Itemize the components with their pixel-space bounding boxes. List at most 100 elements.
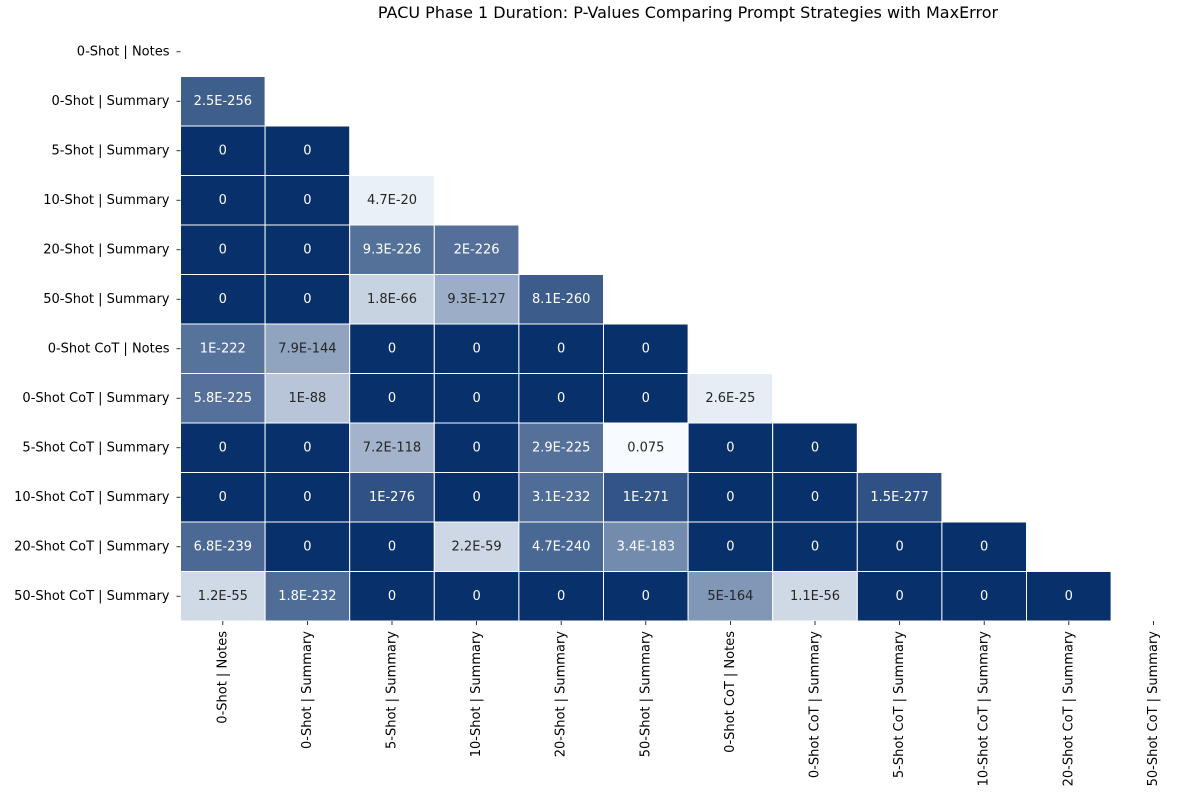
heatmap-cell [433, 274, 520, 325]
x-tick-label: 20-Shot CoT | Summary [1061, 631, 1076, 787]
cell-value-label: 0 [557, 391, 565, 406]
heatmap-cell [518, 323, 605, 374]
cell-value-label: 0 [642, 341, 650, 356]
cell-value-label: 5.8E-225 [194, 391, 252, 406]
heatmap-cell [180, 571, 266, 622]
y-tick-label: 0-Shot CoT | Summary [22, 391, 169, 406]
heatmap-cell [772, 422, 858, 473]
heatmap-cell [180, 521, 266, 572]
cell-value-label: 0 [726, 440, 734, 455]
x-tick-label: 50-Shot | Summary [638, 631, 653, 758]
cell-value-label: 3.1E-232 [532, 490, 590, 505]
x-tick-label: 50-Shot CoT | Summary [1146, 631, 1161, 787]
heatmap-cell [433, 224, 520, 275]
heatmap-cell [433, 472, 520, 523]
cell-value-label: 5E-164 [707, 589, 753, 604]
heatmap-cell [349, 323, 435, 374]
heatmap-cell [687, 472, 774, 523]
heatmap-cells: 2.5E-256 0 0 0 0 4.7E-20 0 0 9.3E-226 2E-226 0 0 1.8… [180, 76, 1112, 622]
heatmap-cell [856, 472, 943, 523]
heatmap-cell [433, 521, 520, 572]
cell-value-label: 0 [642, 589, 650, 604]
cell-value-label: 0 [303, 490, 311, 505]
cell-value-label: 1E-276 [369, 490, 415, 505]
cell-value-label: 4.7E-20 [367, 193, 417, 208]
cell-value-label: 0 [472, 440, 480, 455]
heatmap-cell [603, 373, 689, 424]
cell-value-label: 0 [388, 391, 396, 406]
cell-value-label: 0 [472, 341, 480, 356]
cell-value-label: 0 [1065, 589, 1073, 604]
cell-value-label: 1.8E-232 [278, 589, 336, 604]
heatmap-cell [264, 323, 351, 374]
x-tick-label: 0-Shot | Notes [215, 631, 230, 724]
cell-value-label: 0 [388, 589, 396, 604]
cell-value-label: 0 [980, 589, 988, 604]
heatmap-cell [603, 571, 689, 622]
cell-value-label: 0 [303, 440, 311, 455]
heatmap-cell [603, 521, 689, 572]
heatmap-cell [856, 571, 943, 622]
x-tick-label: 0-Shot CoT | Summary [808, 631, 823, 778]
cell-value-label: 0 [303, 539, 311, 554]
cell-value-label: 0 [219, 292, 227, 307]
cell-value-label: 0 [303, 143, 311, 158]
y-tick-label: 50-Shot | Summary [43, 292, 170, 307]
heatmap-cell [264, 224, 351, 275]
heatmap-cell [687, 373, 774, 424]
y-tick-label: 20-Shot | Summary [43, 242, 170, 257]
heatmap-cell [349, 422, 435, 473]
cell-value-label: 1.5E-277 [870, 490, 928, 505]
cell-value-label: 0 [811, 539, 819, 554]
cell-value-label: 2.5E-256 [194, 94, 252, 109]
cell-value-label: 1.8E-66 [367, 292, 417, 307]
cell-value-label: 0 [557, 341, 565, 356]
y-tick-label: 50-Shot CoT | Summary [14, 589, 170, 604]
cell-value-label: 0 [219, 440, 227, 455]
heatmap-cell [264, 373, 351, 424]
cell-value-label: 0 [388, 539, 396, 554]
y-tick-label: 5-Shot CoT | Summary [22, 440, 169, 455]
cell-value-label: 3.4E-183 [617, 539, 675, 554]
heatmap-cell [180, 175, 266, 226]
heatmap-cell [433, 373, 520, 424]
cell-value-label: 0 [726, 490, 734, 505]
cell-value-label: 2.2E-59 [452, 539, 502, 554]
cell-value-label: 7.9E-144 [278, 341, 336, 356]
cell-value-label: 4.7E-240 [532, 539, 590, 554]
y-tick-label: 10-Shot | Summary [43, 193, 170, 208]
heatmap-cell [603, 323, 689, 374]
heatmap-cell [264, 274, 351, 325]
heatmap-cell [349, 472, 435, 523]
heatmap-cell [433, 571, 520, 622]
heatmap-cell [349, 175, 435, 226]
cell-value-label: 9.3E-127 [447, 292, 505, 307]
x-tick-label: 0-Shot | Summary [300, 631, 315, 749]
heatmap-cell [180, 76, 266, 127]
cell-value-label: 0 [980, 539, 988, 554]
cell-value-label: 1E-222 [200, 341, 246, 356]
cell-value-label: 7.2E-118 [363, 440, 421, 455]
x-tick-label: 5-Shot | Summary [385, 631, 400, 749]
x-tick-label: 5-Shot CoT | Summary [892, 631, 907, 778]
cell-value-label: 0 [642, 391, 650, 406]
cell-value-label: 0 [811, 490, 819, 505]
x-tick-label: 10-Shot | Summary [469, 631, 484, 758]
cell-value-label: 0 [219, 193, 227, 208]
cell-value-label: 0 [811, 440, 819, 455]
cell-value-label: 0 [219, 490, 227, 505]
cell-value-label: 1.1E-56 [790, 589, 840, 604]
cell-value-label: 0 [472, 391, 480, 406]
cell-value-label: 0 [895, 539, 903, 554]
cell-value-label: 0 [388, 341, 396, 356]
chart-title: PACU Phase 1 Duration: P-Values Comparin… [378, 3, 999, 22]
heatmap-cell [856, 521, 943, 572]
heatmap-cell [180, 422, 266, 473]
heatmap-cell [941, 521, 1028, 572]
heatmap-cell [1026, 571, 1112, 622]
cell-value-label: 6.8E-239 [194, 539, 252, 554]
cell-value-label: 0 [895, 589, 903, 604]
y-tick-label: 0-Shot | Summary [52, 94, 170, 109]
heatmap-cell [518, 521, 605, 572]
